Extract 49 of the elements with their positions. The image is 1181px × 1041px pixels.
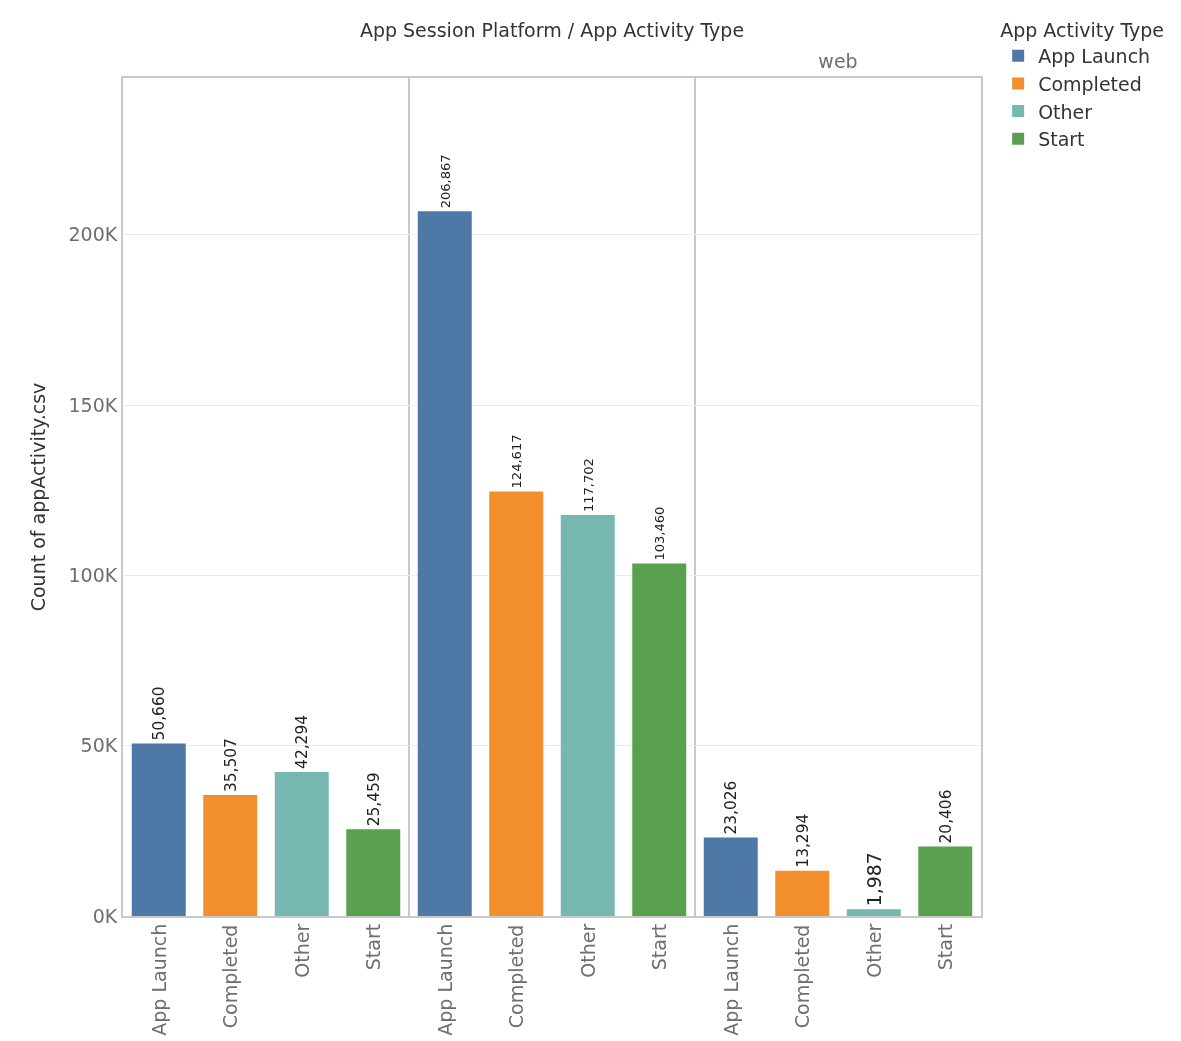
y-axis-title: Count of appActivity.csv (26, 382, 49, 612)
bar (703, 837, 758, 916)
text: App Launch (147, 923, 170, 1036)
data-label: 50,660 (150, 686, 169, 741)
legend-label: Other (1038, 100, 1093, 123)
bar (203, 795, 258, 916)
bar (846, 909, 901, 916)
data-label: 206,867 (437, 154, 453, 209)
x-tick-label: web (818, 50, 858, 73)
text: Completed (505, 924, 528, 1029)
data-label: 35,507 (221, 738, 240, 793)
y-tick-label: 150K (68, 393, 118, 416)
legend-title: App Activity Type (1000, 18, 1165, 41)
bar (131, 743, 186, 916)
bar (560, 515, 615, 916)
data-label: 23,026 (722, 780, 741, 835)
text: Completed (791, 924, 814, 1029)
data-label: 20,406 (936, 789, 955, 844)
data-label: 1,987 (863, 852, 885, 907)
legend-label: Completed (1038, 72, 1142, 95)
data-label: 25,459 (364, 772, 383, 827)
bar (632, 563, 687, 916)
data-label: 124,617 (509, 434, 525, 489)
text: Other (576, 923, 599, 978)
x-axis-title: App Session Platform / App Activity Type (359, 18, 745, 41)
bar (918, 846, 973, 916)
bar (417, 211, 472, 916)
text: App Launch (433, 923, 456, 1036)
bar (489, 491, 544, 916)
y-tick-label: 200K (68, 223, 118, 246)
text: Completed (219, 924, 242, 1029)
text: Start (362, 923, 385, 971)
y-tick-label: 0K (92, 904, 118, 927)
text: Start (934, 923, 957, 971)
legend-label: Start (1038, 128, 1085, 151)
bar (346, 829, 401, 916)
data-label: 13,294 (793, 813, 812, 868)
text: Start (648, 923, 671, 971)
data-label: 117,702 (580, 458, 596, 513)
bar (274, 771, 329, 916)
y-tick-label: 50K (80, 734, 118, 757)
y-tick-label: 100K (68, 564, 118, 586)
data-label: 103,460 (652, 506, 668, 561)
text: Other (862, 923, 885, 978)
bar (775, 870, 830, 916)
legend-label: App Launch (1038, 45, 1151, 68)
text: Other (290, 923, 313, 978)
text: App Launch (719, 923, 742, 1036)
data-label: 42,294 (293, 714, 312, 769)
